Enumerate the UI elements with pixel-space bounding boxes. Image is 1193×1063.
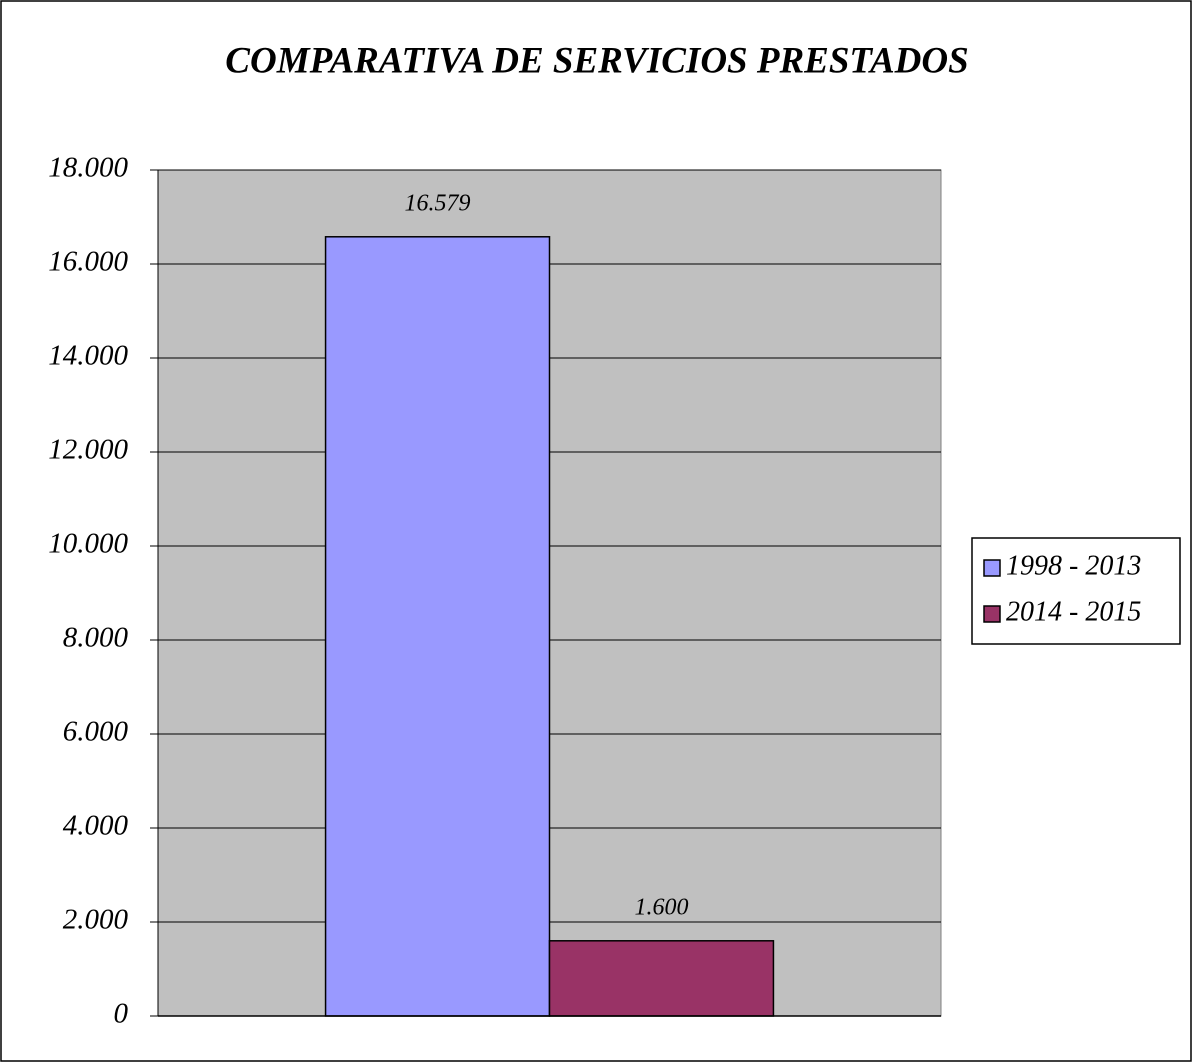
y-tick-label: 12.000 (48, 434, 128, 466)
y-tick-label: 16.000 (48, 246, 128, 278)
value-label: 1.600 (634, 894, 688, 920)
legend-label: 1998 - 2013 (1006, 550, 1141, 581)
y-tick-label: 2.000 (63, 904, 129, 936)
y-tick-label: 6.000 (63, 716, 129, 748)
y-tick-label: 14.000 (48, 340, 128, 372)
chart-title: COMPARATIVA DE SERVICIOS PRESTADOS (225, 40, 968, 81)
legend-box (971, 537, 1181, 645)
bar (324, 236, 551, 1017)
y-tick-label: 0 (114, 998, 129, 1030)
y-tick-label: 4.000 (63, 810, 129, 842)
value-label: 16.579 (405, 190, 471, 216)
bar (548, 940, 775, 1017)
y-tick-label: 10.000 (48, 528, 128, 560)
legend-swatch (983, 559, 1001, 577)
legend-swatch (983, 605, 1001, 623)
legend-label: 2014 - 2015 (1006, 596, 1141, 627)
y-tick-label: 8.000 (63, 622, 129, 654)
y-tick-label: 18.000 (48, 152, 128, 184)
